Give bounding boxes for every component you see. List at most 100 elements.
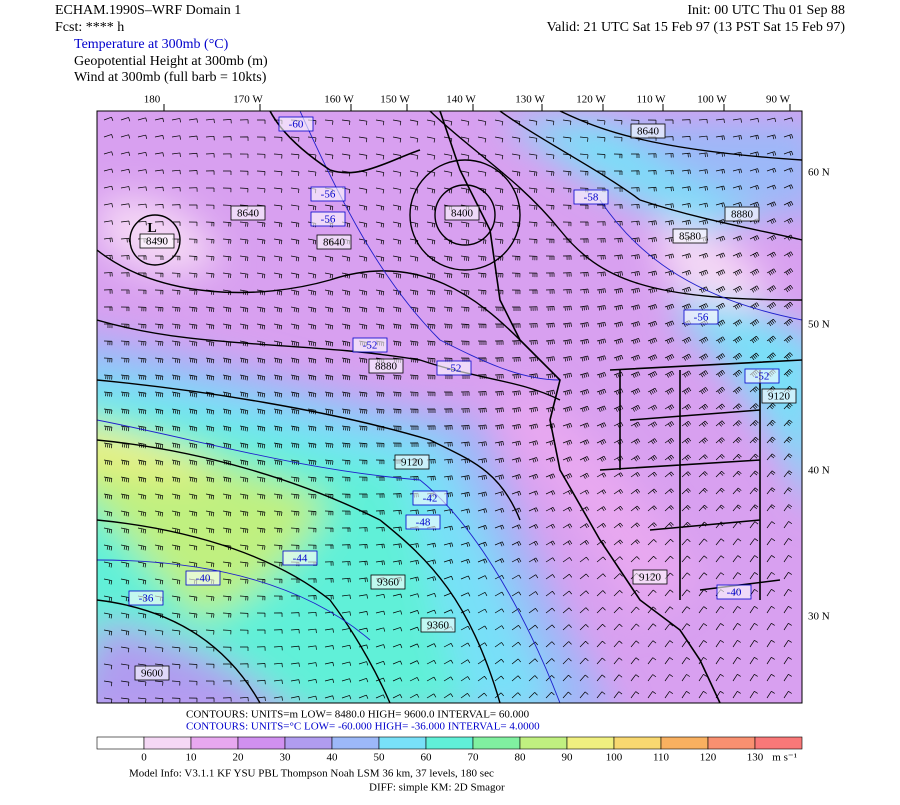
wind-barb xyxy=(324,561,334,566)
wind-barb xyxy=(562,456,573,463)
wind-barb xyxy=(528,540,539,546)
wind-barb xyxy=(477,407,487,413)
label-text: 8400 xyxy=(451,208,474,220)
wind-barb xyxy=(766,606,775,614)
wind-barb xyxy=(120,680,130,687)
wind-barb xyxy=(239,170,249,176)
wind-barb xyxy=(647,371,658,378)
wind-barb xyxy=(188,459,198,466)
wind-barb xyxy=(630,421,641,428)
wind-barb xyxy=(239,612,249,618)
wind-barb xyxy=(137,544,147,551)
wind-barb xyxy=(494,136,504,143)
wind-barb xyxy=(443,119,453,126)
wind-barb xyxy=(103,323,113,329)
wind-barb xyxy=(596,238,606,243)
wind-barb xyxy=(749,673,758,682)
wind-barb xyxy=(273,255,283,262)
wind-barb xyxy=(460,676,471,682)
low-marker: L xyxy=(147,221,156,236)
wind-barb xyxy=(137,289,147,295)
wind-barb xyxy=(596,657,606,665)
wind-barb xyxy=(545,170,555,176)
wind-barb xyxy=(579,322,589,328)
wind-barb xyxy=(120,289,130,294)
wind-barb xyxy=(664,287,675,294)
wind-barb xyxy=(698,303,709,310)
wind-barb xyxy=(375,204,385,211)
wind-barb xyxy=(290,289,300,296)
wind-barb xyxy=(732,269,743,276)
label-text: -36 xyxy=(139,593,154,605)
wind-barb xyxy=(664,370,675,378)
wind-barb xyxy=(426,272,436,279)
wind-barb xyxy=(324,272,334,279)
wind-barb xyxy=(596,372,607,379)
wind-barb xyxy=(494,204,504,211)
wind-barb xyxy=(358,627,369,633)
wind-barb xyxy=(528,473,539,480)
wind-barb xyxy=(528,373,538,379)
wind-barb xyxy=(171,135,181,140)
wind-barb xyxy=(460,408,470,413)
wind-barb xyxy=(732,555,742,563)
wind-barb xyxy=(120,510,130,517)
wind-barb xyxy=(324,323,334,330)
wind-barb xyxy=(766,690,775,699)
wind-barb xyxy=(188,493,198,500)
wind-barb xyxy=(613,606,623,614)
wind-barb xyxy=(273,646,283,651)
wind-barb xyxy=(120,697,130,703)
diff-info: DIFF: simple KM: 2D Smagor xyxy=(369,782,505,794)
wind-barb xyxy=(596,472,607,478)
wind-barb xyxy=(222,663,232,669)
wind-barb xyxy=(137,255,147,260)
wind-barb xyxy=(749,403,759,410)
wind-barb xyxy=(732,202,743,207)
wind-barb xyxy=(341,476,351,482)
label-text: 8490 xyxy=(146,236,169,248)
wind-barb xyxy=(681,303,692,311)
wind-barb xyxy=(205,612,215,618)
wind-barb xyxy=(103,527,113,534)
wind-barb xyxy=(494,221,504,228)
wind-barb xyxy=(562,187,572,193)
wind-barb xyxy=(392,340,402,347)
wind-barb xyxy=(120,323,130,329)
wind-barb xyxy=(307,204,317,211)
wind-barb xyxy=(494,658,505,665)
wind-barb xyxy=(324,306,334,313)
wind-barb xyxy=(494,187,504,194)
lon-label: 180 xyxy=(144,94,161,106)
wind-barb xyxy=(222,357,232,364)
wind-barb xyxy=(783,555,792,563)
wind-barb xyxy=(766,555,776,563)
wind-barb xyxy=(171,578,181,585)
wind-barb xyxy=(239,391,249,398)
wind-barb xyxy=(766,335,777,344)
wind-barb xyxy=(681,437,692,444)
wind-barb xyxy=(409,408,419,414)
wind-barb xyxy=(579,170,589,176)
temp-label: -36 xyxy=(128,590,164,606)
wind-barb xyxy=(426,323,436,329)
wind-barb xyxy=(188,544,198,551)
wind-barb xyxy=(460,475,470,481)
wind-barb xyxy=(613,321,624,328)
wind-barb xyxy=(477,558,488,564)
wind-barb xyxy=(205,272,215,278)
wind-barb xyxy=(443,289,453,295)
wind-barb xyxy=(749,639,758,648)
colorbar-cell xyxy=(660,736,709,750)
wind-barb xyxy=(205,374,215,381)
wind-barb xyxy=(664,505,674,512)
wind-barb xyxy=(358,442,368,448)
wind-barb xyxy=(239,340,249,347)
label-box xyxy=(278,116,314,132)
wind-barb xyxy=(647,623,657,631)
wind-barb xyxy=(324,493,334,499)
wind-barb xyxy=(307,476,317,482)
wind-barb xyxy=(715,168,726,174)
wind-barb xyxy=(222,408,232,415)
wind-barb xyxy=(579,136,589,142)
